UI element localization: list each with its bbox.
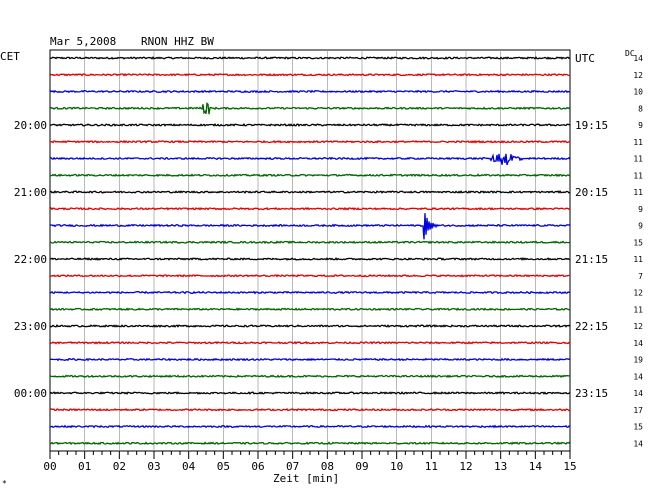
x-tick-label: 12 <box>459 460 472 473</box>
dc-offset-value: 11 <box>633 171 643 180</box>
trace-row <box>49 56 571 60</box>
chart-date: Mar 5,2008 <box>50 35 116 48</box>
x-tick-label: 04 <box>182 460 196 473</box>
trace-row <box>49 374 571 379</box>
x-axis-title: Zeit [min] <box>273 472 339 485</box>
dc-offset-value: 11 <box>633 305 643 314</box>
trace-row <box>49 407 571 412</box>
x-tick-label: 08 <box>321 460 334 473</box>
right-time-label: 20:15 <box>575 186 608 199</box>
trace-row <box>49 139 571 144</box>
trace-row <box>49 357 571 362</box>
dc-offset-value: 15 <box>633 238 643 247</box>
x-tick-label: 00 <box>43 460 56 473</box>
trace-row <box>49 72 570 77</box>
x-tick-label: 09 <box>355 460 368 473</box>
dc-offset-value: 14 <box>633 439 643 448</box>
traces <box>49 56 571 446</box>
grid <box>49 49 571 452</box>
dc-offset-value: 10 <box>633 88 643 97</box>
trace-row <box>49 424 571 429</box>
dc-offset-value: 14 <box>633 339 643 348</box>
x-tick-label: 03 <box>147 460 160 473</box>
dc-offset-value: 17 <box>633 406 643 415</box>
dc-offset-value: 14 <box>633 372 643 381</box>
x-tick-label: 11 <box>425 460 438 473</box>
x-tick-label: 05 <box>217 460 230 473</box>
dc-offset-value: 14 <box>633 389 643 398</box>
right-time-label: 21:15 <box>575 253 608 266</box>
x-tick-label: 10 <box>390 460 403 473</box>
left-timezone-label: CET <box>0 50 20 63</box>
dc-offset-value: 19 <box>633 356 643 365</box>
dc-offset-labels: 14 12 10 8 9 11 11 11 11 9 9 15 11 7 12 11 12 14 19 14 14 17 1… <box>633 54 643 448</box>
left-time-label: 23:00 <box>14 320 47 333</box>
trace-row <box>49 324 571 328</box>
x-tick-label: 13 <box>494 460 507 473</box>
trace-row <box>49 340 571 345</box>
x-tick-label: 06 <box>251 460 264 473</box>
dc-offset-value: 8 <box>638 104 643 113</box>
dc-label: DC <box>625 49 635 58</box>
dc-offset-value: 11 <box>633 255 643 264</box>
trace-row <box>50 123 571 127</box>
trace-row <box>49 307 571 312</box>
dc-offset-value: 7 <box>638 272 643 281</box>
dc-offset-value: 14 <box>633 54 643 63</box>
x-tick-label: 07 <box>286 460 299 473</box>
right-time-label: 23:15 <box>575 387 608 400</box>
x-tick-label: 15 <box>563 460 576 473</box>
left-time-labels: 20:00 21:00 22:00 23:00 00:00 <box>14 119 47 400</box>
x-tick-label: 02 <box>113 460 126 473</box>
dc-offset-value: 11 <box>633 155 643 164</box>
x-tick-label: 01 <box>78 460 91 473</box>
trace-row <box>49 273 571 278</box>
right-time-label: 22:15 <box>575 320 608 333</box>
x-tick-label: 14 <box>529 460 543 473</box>
dc-offset-value: 9 <box>638 205 643 214</box>
trace-row <box>49 441 571 446</box>
trace-row <box>49 153 571 166</box>
trace-row <box>49 190 571 194</box>
trace-row <box>50 290 571 295</box>
chart-station: RNON HHZ BW <box>141 35 214 48</box>
footer-mark: * <box>2 479 7 488</box>
trace-row <box>49 391 571 395</box>
plot-frame <box>49 49 571 452</box>
left-time-label: 22:00 <box>14 253 47 266</box>
dc-offset-value: 12 <box>633 322 643 331</box>
dc-offset-value: 9 <box>638 121 643 130</box>
trace-row <box>49 213 571 240</box>
left-time-label: 00:00 <box>14 387 47 400</box>
trace-row <box>49 240 571 245</box>
dc-offset-value: 9 <box>638 222 643 231</box>
dc-offset-value: 11 <box>633 138 643 147</box>
right-time-labels: UTC 19:15 20:15 21:15 22:15 23:15 <box>575 52 608 400</box>
trace-row <box>49 257 571 261</box>
right-time-label: UTC <box>575 52 595 65</box>
trace-row <box>49 206 571 211</box>
left-time-label: 20:00 <box>14 119 47 132</box>
dc-offset-value: 12 <box>633 289 643 298</box>
left-time-label: 21:00 <box>14 186 47 199</box>
right-time-label: 19:15 <box>575 119 608 132</box>
x-axis: 00 01 02 03 04 05 06 07 08 09 10 11 12 13 14 15 <box>43 451 577 473</box>
trace-row <box>49 173 571 178</box>
dc-offset-value: 12 <box>633 71 643 80</box>
trace-row <box>49 89 571 94</box>
dc-offset-value: 15 <box>633 423 643 432</box>
trace-row <box>49 102 571 115</box>
dc-offset-value: 11 <box>633 188 643 197</box>
